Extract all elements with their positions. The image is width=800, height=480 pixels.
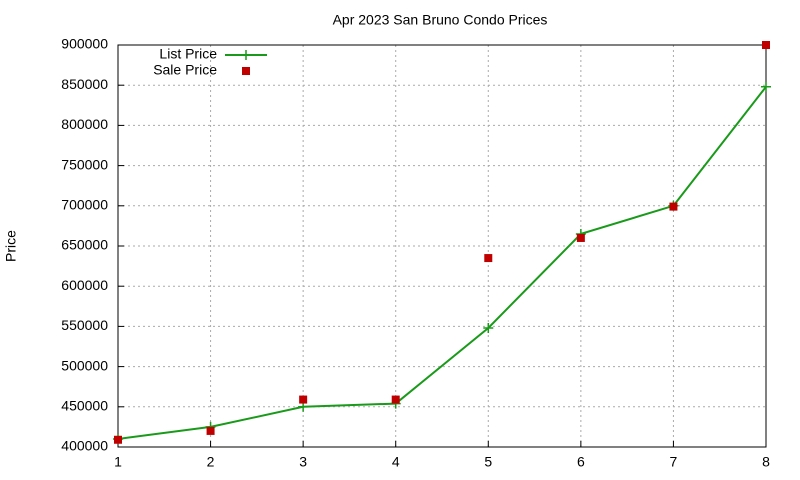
series-line — [117, 86, 767, 440]
point — [576, 233, 585, 242]
plot-frame — [117, 44, 767, 448]
point — [114, 435, 122, 444]
legend-label: List Price — [159, 46, 217, 62]
legend-marker — [241, 50, 251, 60]
y-tick-label: 750000 — [61, 156, 108, 172]
y-tick-label: 850000 — [61, 76, 108, 92]
y-tick-label: 900000 — [61, 36, 108, 52]
point — [483, 323, 494, 334]
x-tick-label: 5 — [484, 454, 492, 470]
x-tick-label: 3 — [299, 454, 307, 470]
point — [391, 395, 400, 404]
point — [484, 254, 493, 263]
y-tick-label: 650000 — [61, 237, 108, 253]
point — [206, 426, 215, 435]
x-tick-label: 8 — [762, 454, 770, 470]
y-tick-label: 500000 — [61, 357, 108, 373]
y-tick-label: 700000 — [61, 197, 108, 213]
y-tick-label: 550000 — [61, 317, 108, 333]
x-tick-label: 4 — [392, 454, 400, 470]
y-tick-label: 400000 — [61, 438, 108, 454]
point — [762, 41, 770, 49]
legend-label: Sale Price — [153, 62, 217, 78]
x-tick-label: 2 — [207, 454, 215, 470]
y-tick-label: 800000 — [61, 116, 108, 132]
point — [761, 81, 771, 92]
x-tick-label: 6 — [577, 454, 585, 470]
x-tick-label: 1 — [114, 454, 122, 470]
chart-title: Apr 2023 San Bruno Condo Prices — [333, 12, 548, 28]
y-tick-label: 600000 — [61, 277, 108, 293]
x-tick-label: 7 — [670, 454, 678, 470]
y-tick-label: 450000 — [61, 398, 108, 414]
point — [669, 202, 678, 211]
point — [299, 395, 308, 404]
legend-marker — [242, 67, 250, 75]
y-axis-label: Price — [3, 230, 19, 262]
